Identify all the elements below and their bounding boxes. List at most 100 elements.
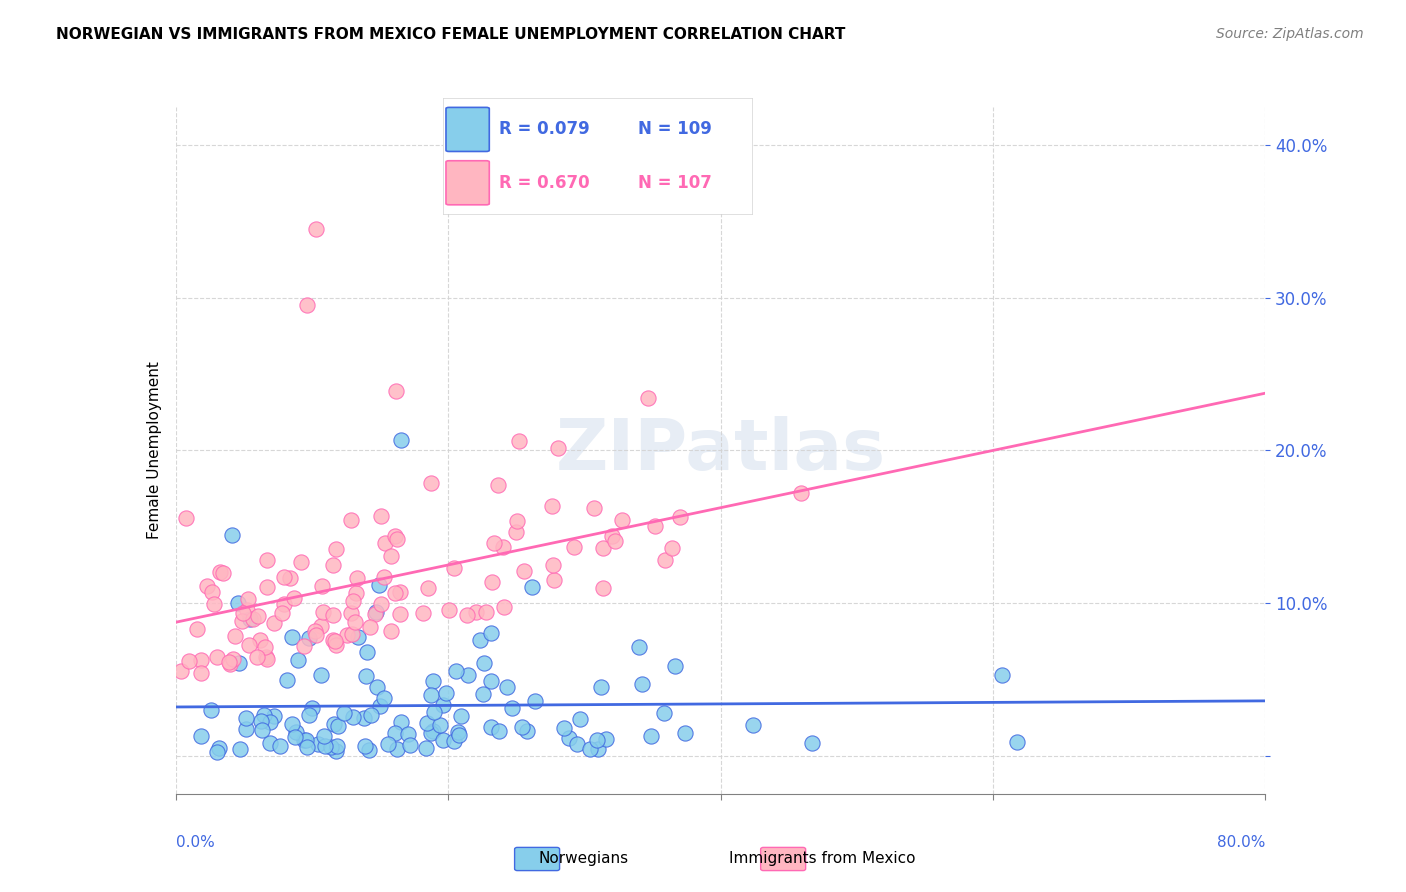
Immigrants from Mexico xyxy=(475,605,498,619)
Norwegians xyxy=(384,726,406,740)
Immigrants from Mexico xyxy=(222,652,245,666)
Norwegians xyxy=(640,729,662,743)
Norwegians xyxy=(314,739,336,753)
Immigrants from Mexico xyxy=(637,391,659,405)
Norwegians xyxy=(422,705,444,719)
Norwegians xyxy=(523,694,546,708)
Norwegians xyxy=(800,736,823,750)
Immigrants from Mexico xyxy=(346,571,368,585)
Norwegians xyxy=(228,656,250,670)
Norwegians xyxy=(285,724,308,739)
Norwegians xyxy=(420,726,443,740)
Norwegians xyxy=(420,689,443,703)
Norwegians xyxy=(259,714,281,729)
Norwegians xyxy=(631,677,654,691)
Immigrants from Mexico xyxy=(385,532,408,546)
Text: R = 0.670: R = 0.670 xyxy=(499,174,589,192)
Immigrants from Mexico xyxy=(305,222,328,236)
Text: ZIPatlas: ZIPatlas xyxy=(555,416,886,485)
Norwegians xyxy=(366,681,388,695)
Norwegians xyxy=(359,743,381,757)
Norwegians xyxy=(627,640,650,654)
Norwegians xyxy=(301,701,323,715)
Norwegians xyxy=(450,708,472,723)
Immigrants from Mexico xyxy=(481,574,503,589)
Norwegians xyxy=(558,731,581,745)
Norwegians xyxy=(287,653,309,667)
Norwegians xyxy=(568,713,591,727)
Norwegians xyxy=(588,741,610,756)
Immigrants from Mexico xyxy=(238,592,260,607)
Norwegians xyxy=(253,708,276,723)
Immigrants from Mexico xyxy=(212,566,235,581)
Norwegians xyxy=(226,596,249,610)
Norwegians xyxy=(457,667,479,681)
Immigrants from Mexico xyxy=(654,553,676,567)
Immigrants from Mexico xyxy=(232,606,254,620)
Immigrants from Mexico xyxy=(236,603,259,617)
Immigrants from Mexico xyxy=(273,597,295,611)
Norwegians xyxy=(422,723,444,738)
Norwegians xyxy=(389,433,412,447)
Immigrants from Mexico xyxy=(389,585,412,599)
Text: NORWEGIAN VS IMMIGRANTS FROM MEXICO FEMALE UNEMPLOYMENT CORRELATION CHART: NORWEGIAN VS IMMIGRANTS FROM MEXICO FEMA… xyxy=(56,27,845,42)
Immigrants from Mexico xyxy=(505,524,527,539)
Norwegians xyxy=(479,720,502,734)
Norwegians xyxy=(741,718,763,732)
Norwegians xyxy=(235,722,257,736)
Immigrants from Mexico xyxy=(339,512,361,526)
Norwegians xyxy=(377,737,399,751)
Y-axis label: Female Unemployment: Female Unemployment xyxy=(146,361,162,540)
Immigrants from Mexico xyxy=(186,622,208,636)
Norwegians xyxy=(415,716,437,731)
Norwegians xyxy=(292,732,315,747)
Text: N = 107: N = 107 xyxy=(638,174,711,192)
Immigrants from Mexico xyxy=(231,615,253,629)
Immigrants from Mexico xyxy=(370,597,392,611)
Norwegians xyxy=(595,731,617,746)
Norwegians xyxy=(447,728,470,742)
Norwegians xyxy=(990,668,1012,682)
Immigrants from Mexico xyxy=(669,510,692,524)
Norwegians xyxy=(443,734,465,748)
Immigrants from Mexico xyxy=(661,541,683,555)
Immigrants from Mexico xyxy=(464,605,486,619)
Norwegians xyxy=(415,741,437,756)
Norwegians xyxy=(326,739,349,754)
Immigrants from Mexico xyxy=(359,620,381,634)
Norwegians xyxy=(432,698,454,712)
Immigrants from Mexico xyxy=(325,542,347,557)
Text: Norwegians: Norwegians xyxy=(538,851,628,865)
Norwegians xyxy=(354,739,377,754)
Immigrants from Mexico xyxy=(242,612,264,626)
Immigrants from Mexico xyxy=(256,580,278,594)
Text: Immigrants from Mexico: Immigrants from Mexico xyxy=(730,851,915,865)
Norwegians xyxy=(252,723,274,738)
Norwegians xyxy=(398,739,420,753)
Norwegians xyxy=(396,727,419,741)
Norwegians xyxy=(311,668,333,682)
Immigrants from Mexico xyxy=(384,384,406,399)
Immigrants from Mexico xyxy=(177,654,200,668)
Immigrants from Mexico xyxy=(322,632,344,647)
Immigrants from Mexico xyxy=(492,600,515,615)
Immigrants from Mexico xyxy=(271,606,294,620)
Norwegians xyxy=(553,721,575,735)
Immigrants from Mexico xyxy=(605,533,627,548)
Norwegians xyxy=(325,744,347,758)
Norwegians xyxy=(314,729,336,743)
Norwegians xyxy=(239,611,262,625)
Immigrants from Mexico xyxy=(249,633,271,648)
Immigrants from Mexico xyxy=(508,434,530,448)
Norwegians xyxy=(235,711,257,725)
Norwegians xyxy=(479,626,502,640)
Norwegians xyxy=(1005,735,1028,749)
Norwegians xyxy=(432,733,454,747)
Norwegians xyxy=(281,717,304,731)
Immigrants from Mexico xyxy=(322,558,344,572)
Immigrants from Mexico xyxy=(443,560,465,574)
Immigrants from Mexico xyxy=(342,594,364,608)
Norwegians xyxy=(229,742,252,756)
Immigrants from Mexico xyxy=(336,628,359,642)
Immigrants from Mexico xyxy=(592,541,614,556)
